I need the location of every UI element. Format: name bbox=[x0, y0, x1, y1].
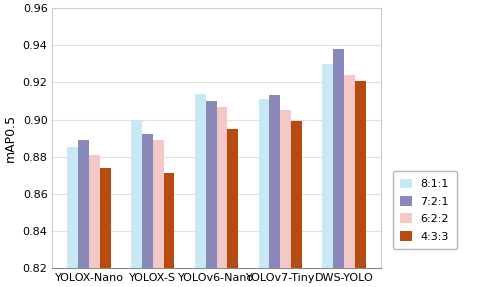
Bar bbox=[344, 75, 355, 287]
Bar bbox=[89, 155, 100, 287]
Bar bbox=[153, 140, 164, 287]
Bar bbox=[270, 95, 280, 287]
Bar bbox=[131, 119, 142, 287]
Y-axis label: mAP0.5: mAP0.5 bbox=[4, 114, 17, 162]
Bar bbox=[195, 94, 205, 287]
Bar bbox=[216, 106, 228, 287]
Bar bbox=[322, 64, 333, 287]
Bar bbox=[164, 173, 174, 287]
Bar bbox=[206, 101, 216, 287]
Bar bbox=[100, 168, 110, 287]
Bar bbox=[333, 49, 344, 287]
Bar bbox=[228, 129, 238, 287]
Legend: 8:1:1, 7:2:1, 6:2:2, 4:3:3: 8:1:1, 7:2:1, 6:2:2, 4:3:3 bbox=[392, 171, 456, 249]
Bar bbox=[78, 140, 89, 287]
Bar bbox=[355, 81, 366, 287]
Bar bbox=[68, 147, 78, 287]
Bar bbox=[291, 121, 302, 287]
Bar bbox=[280, 110, 291, 287]
Bar bbox=[142, 134, 153, 287]
Bar bbox=[258, 99, 270, 287]
